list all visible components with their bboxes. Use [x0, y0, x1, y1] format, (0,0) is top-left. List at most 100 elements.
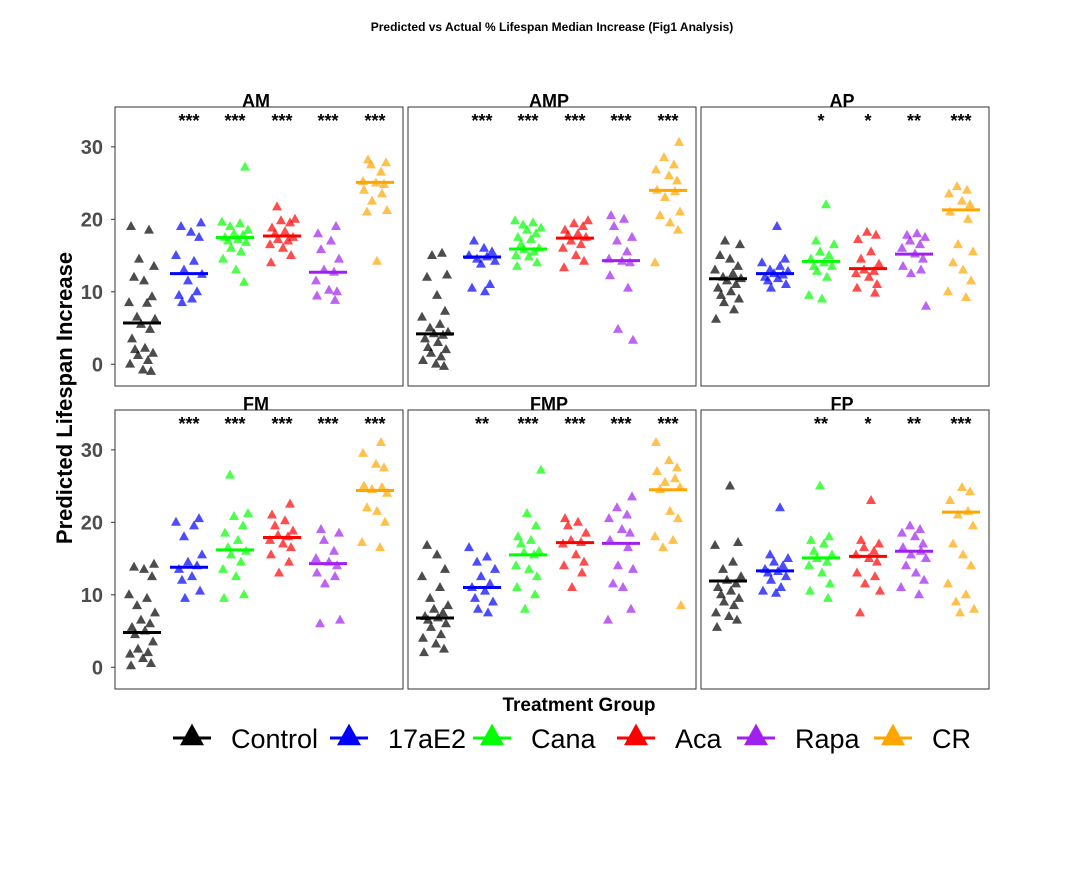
y-tick-label: 30 [81, 440, 103, 462]
data-point-Cana [825, 578, 835, 588]
data-point-Aca [852, 567, 862, 577]
data-point-Cana [804, 289, 814, 299]
data-point-Aca [852, 282, 862, 292]
data-point-Control [125, 648, 135, 658]
data-point-Control [734, 592, 744, 602]
data-point-Aca [578, 220, 588, 230]
data-point-CR [659, 152, 669, 162]
data-point-Rapa [612, 235, 622, 245]
data-point-17aE2 [187, 571, 197, 581]
data-point-CR [953, 239, 963, 249]
data-point-CR [358, 447, 368, 457]
data-point-17aE2 [177, 297, 187, 307]
data-point-Control [711, 313, 721, 323]
data-point-CR [359, 184, 369, 194]
data-point-17aE2 [473, 603, 483, 613]
data-point-Aca [571, 249, 581, 259]
data-point-Rapa [604, 513, 614, 523]
data-point-Aca [859, 542, 869, 552]
significance-label: *** [317, 414, 338, 434]
y-axis-label: Predicted Lifespan Increase [52, 252, 77, 544]
data-point-Control [418, 355, 428, 365]
significance-label: *** [564, 111, 585, 131]
data-point-Aca [871, 229, 881, 239]
data-point-17aE2 [176, 220, 186, 230]
data-point-Cana [829, 239, 839, 249]
data-point-17aE2 [171, 516, 181, 526]
data-point-Rapa [605, 534, 615, 544]
data-point-Control [127, 333, 137, 343]
y-tick-label: 30 [81, 137, 103, 159]
data-point-CR [969, 603, 979, 613]
chart-title: Predicted vs Actual % Lifespan Median In… [371, 20, 734, 34]
data-point-Control [418, 632, 428, 642]
data-point-Rapa [911, 567, 921, 577]
data-point-Rapa [312, 567, 322, 577]
data-point-Control [432, 289, 442, 299]
data-point-Rapa [628, 334, 638, 344]
data-point-Cana [528, 217, 538, 227]
data-point-CR [651, 437, 661, 447]
data-point-17aE2 [186, 226, 196, 236]
data-point-17aE2 [763, 275, 773, 285]
data-point-CR [943, 286, 953, 296]
y-tick-label: 10 [81, 282, 103, 304]
data-point-Aca [875, 585, 885, 595]
legend-label: Rapa [795, 724, 861, 754]
panel-strip-label: AP [829, 91, 854, 111]
data-point-Aca [284, 556, 294, 566]
data-point-Cana [226, 242, 236, 252]
significance-label: *** [610, 414, 631, 434]
data-point-Cana [223, 235, 233, 245]
data-point-Aca [280, 226, 290, 236]
data-point-Cana [235, 218, 245, 228]
facet-panel-AP: AP* * ** *** [700, 91, 990, 387]
data-point-CR [943, 578, 953, 588]
data-point-Control [417, 571, 427, 581]
data-point-Aca [860, 578, 870, 588]
facet-panel-FM: FM 0 10 20 30 *** *** *** *** *** [81, 394, 404, 690]
legend-label: 17aE2 [388, 724, 466, 754]
data-point-Cana [236, 246, 246, 256]
data-point-Cana [823, 592, 833, 602]
data-point-Control [733, 260, 743, 270]
data-point-Control [144, 224, 154, 234]
data-point-Control [716, 289, 726, 299]
data-point-CR [665, 505, 675, 515]
data-point-CR [965, 199, 975, 209]
data-point-Control [133, 349, 143, 359]
data-point-Control [426, 621, 436, 631]
data-point-Rapa [609, 220, 619, 230]
data-point-Rapa [311, 275, 321, 285]
data-point-CR [962, 184, 972, 194]
data-point-Rapa [332, 286, 342, 296]
data-point-Rapa [312, 290, 322, 300]
legend-triangle-icon [337, 723, 361, 746]
data-point-Cana [536, 222, 546, 232]
facet-panel-FMP: FMP** *** *** *** *** [407, 394, 697, 690]
data-point-Control [731, 278, 741, 288]
data-point-Control [712, 621, 722, 631]
data-point-CR [958, 264, 968, 274]
data-point-Control [436, 351, 446, 361]
data-point-Cana [821, 199, 831, 209]
data-point-17aE2 [480, 286, 490, 296]
significance-label: *** [178, 111, 199, 131]
data-point-Control [736, 571, 746, 581]
data-point-17aE2 [197, 549, 207, 559]
data-point-Cana [532, 571, 542, 581]
data-point-Aca [560, 513, 570, 523]
data-point-Aca [276, 215, 286, 225]
data-point-CR [379, 462, 389, 472]
data-point-Control [720, 235, 730, 245]
data-point-Control [146, 365, 156, 375]
legend-triangle-icon [180, 723, 204, 746]
data-point-Aca [559, 560, 569, 570]
data-point-Control [432, 549, 442, 559]
data-point-Rapa [613, 560, 623, 570]
x-axis-label: Treatment Group [502, 695, 655, 716]
data-point-Cana [512, 581, 522, 591]
data-point-CR [660, 476, 670, 486]
significance-label: *** [950, 111, 971, 131]
